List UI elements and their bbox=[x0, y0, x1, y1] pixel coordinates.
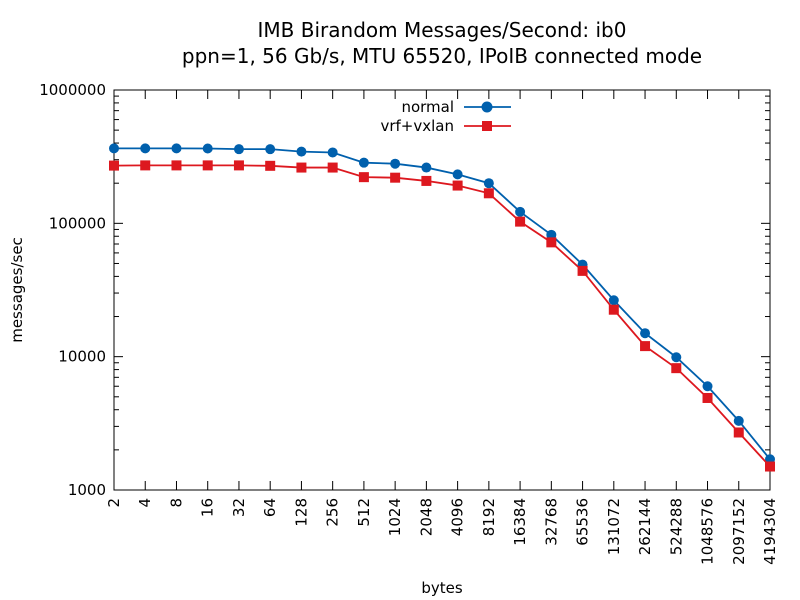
data-point-vrf-vxlan bbox=[390, 172, 401, 183]
data-point-normal bbox=[483, 178, 494, 189]
x-tick-label: 128 bbox=[292, 498, 310, 527]
data-point-vrf-vxlan bbox=[265, 160, 276, 171]
data-point-vrf-vxlan bbox=[452, 180, 463, 191]
data-point-vrf-vxlan bbox=[171, 160, 182, 171]
x-tick-label: 2097152 bbox=[730, 498, 748, 565]
x-tick-label: 32768 bbox=[542, 498, 560, 546]
legend-marker-vrf-vxlan bbox=[482, 121, 492, 131]
plot-frame bbox=[113, 89, 771, 491]
data-point-normal bbox=[358, 157, 369, 168]
data-point-normal bbox=[608, 295, 619, 306]
data-point-normal bbox=[265, 144, 276, 155]
x-tick-label: 2 bbox=[105, 498, 123, 508]
x-tick-label: 32 bbox=[230, 498, 248, 517]
x-tick-label: 1024 bbox=[386, 498, 404, 536]
data-point-vrf-vxlan bbox=[421, 175, 432, 186]
x-tick-label: 8192 bbox=[480, 498, 498, 536]
data-point-vrf-vxlan bbox=[202, 160, 213, 171]
x-tick-label: 4096 bbox=[449, 498, 467, 536]
data-point-normal bbox=[171, 143, 182, 154]
chart-subtitle: ppn=1, 56 Gb/s, MTU 65520, IPoIB connect… bbox=[182, 44, 702, 68]
data-point-vrf-vxlan bbox=[483, 188, 494, 199]
x-tick-label: 65536 bbox=[574, 498, 592, 546]
y-axis-label: messages/sec bbox=[8, 237, 26, 343]
data-point-vrf-vxlan bbox=[140, 160, 151, 171]
y-tick-label: 100000 bbox=[49, 214, 106, 232]
data-point-normal bbox=[671, 352, 682, 363]
x-axis-label: bytes bbox=[421, 579, 463, 597]
data-point-vrf-vxlan bbox=[358, 172, 369, 183]
data-point-normal bbox=[515, 206, 526, 217]
x-tick-label: 262144 bbox=[636, 498, 654, 555]
data-point-normal bbox=[327, 147, 338, 158]
x-tick-label: 16 bbox=[199, 498, 217, 517]
data-point-normal bbox=[140, 143, 151, 154]
x-tick-label: 1048576 bbox=[699, 498, 717, 565]
x-tick-label: 131072 bbox=[605, 498, 623, 555]
x-axis: 2 4 8 16 32 64 128 256 512 1024 2048 4096 8192 16384 3… bbox=[105, 90, 779, 565]
data-point-vrf-vxlan bbox=[702, 392, 713, 403]
data-point-normal bbox=[452, 169, 463, 180]
data-point-normal bbox=[733, 415, 744, 426]
data-point-vrf-vxlan bbox=[515, 216, 526, 227]
series-line-vrf-vxlan bbox=[113, 164, 771, 468]
data-point-vrf-vxlan bbox=[109, 160, 119, 171]
x-tick-label: 512 bbox=[355, 498, 373, 527]
data-point-normal bbox=[202, 143, 213, 154]
legend-label-vrf-vxlan: vrf+vxlan bbox=[380, 117, 454, 135]
data-point-vrf-vxlan bbox=[733, 427, 744, 438]
series-line-normal bbox=[114, 147, 771, 460]
data-point-normal bbox=[546, 229, 557, 240]
x-tick-label: 4194304 bbox=[761, 498, 779, 565]
series-layer bbox=[109, 143, 775, 472]
data-point-normal bbox=[702, 381, 713, 392]
data-point-normal bbox=[421, 162, 432, 173]
x-tick-label: 16384 bbox=[511, 498, 529, 546]
data-point-vrf-vxlan bbox=[608, 304, 619, 315]
data-point-normal bbox=[109, 143, 119, 154]
data-point-normal bbox=[640, 328, 651, 339]
data-point-normal bbox=[296, 146, 307, 157]
data-point-vrf-vxlan bbox=[546, 237, 557, 248]
legend-label-normal: normal bbox=[401, 98, 454, 116]
data-point-normal bbox=[390, 158, 401, 169]
legend: normal vrf+vxlan bbox=[380, 98, 511, 135]
data-point-vrf-vxlan bbox=[233, 160, 244, 171]
data-point-vrf-vxlan bbox=[671, 363, 682, 374]
x-tick-label: 8 bbox=[167, 498, 185, 508]
y-tick-label: 1000 bbox=[68, 481, 106, 499]
x-tick-label: 256 bbox=[324, 498, 342, 527]
data-point-vrf-vxlan bbox=[765, 461, 775, 472]
x-tick-label: 2048 bbox=[417, 498, 435, 536]
x-tick-label: 524288 bbox=[667, 498, 685, 555]
y-tick-label: 1000000 bbox=[39, 81, 106, 99]
data-point-vrf-vxlan bbox=[296, 162, 307, 173]
x-tick-label: 64 bbox=[261, 498, 279, 517]
data-point-normal bbox=[233, 144, 244, 155]
data-point-vrf-vxlan bbox=[327, 162, 338, 173]
chart-title: IMB Birandom Messages/Second: ib0 bbox=[258, 18, 627, 42]
x-tick-label: 4 bbox=[136, 498, 154, 508]
y-axis: 1000 10000 100000 1000000 bbox=[39, 81, 770, 499]
data-point-vrf-vxlan bbox=[640, 341, 651, 352]
y-tick-label: 10000 bbox=[58, 348, 106, 366]
data-point-vrf-vxlan bbox=[577, 265, 588, 276]
legend-marker-normal bbox=[481, 101, 493, 113]
